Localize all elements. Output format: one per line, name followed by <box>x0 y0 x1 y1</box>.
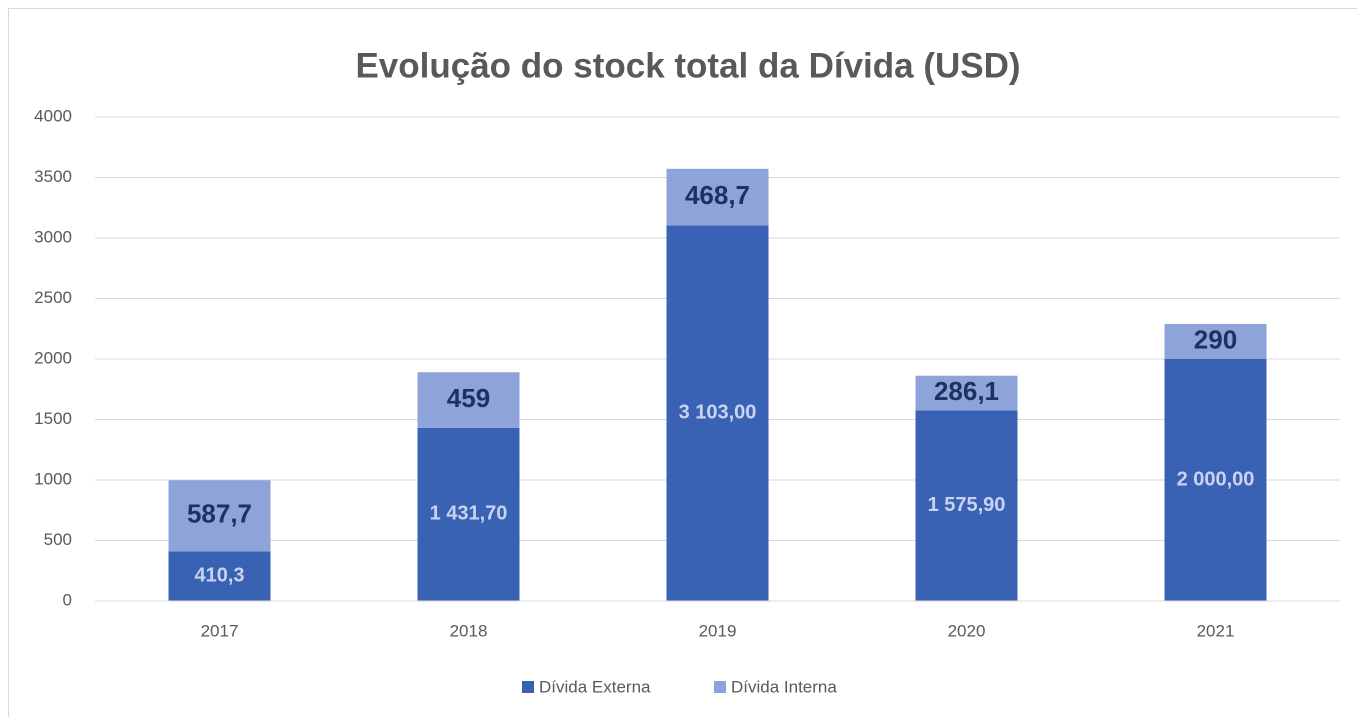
y-tick-label: 2500 <box>34 288 72 307</box>
data-label: 290 <box>1194 324 1237 354</box>
data-label: 459 <box>447 383 490 413</box>
chart-title: Evolução do stock total da Dívida (USD) <box>355 46 1020 85</box>
y-tick-label: 0 <box>63 590 72 609</box>
y-tick-label: 1500 <box>34 409 72 428</box>
bar-segment <box>417 372 520 428</box>
bar-segment <box>168 480 271 552</box>
data-label: 1 575,90 <box>928 494 1006 516</box>
y-tick-label: 3000 <box>34 227 72 246</box>
y-tick-label: 3500 <box>34 167 72 186</box>
y-tick-label: 4000 <box>34 106 72 125</box>
legend-label: Dívida Externa <box>539 677 651 696</box>
data-label: 410,3 <box>194 564 244 586</box>
bar-segment <box>915 410 1018 601</box>
bar-segment <box>666 225 769 602</box>
x-tick-label: 2019 <box>699 621 737 640</box>
bar-segment <box>915 375 1018 411</box>
bar-segment <box>168 551 271 601</box>
legend-swatch <box>714 681 726 693</box>
legend-swatch <box>522 681 534 693</box>
x-tick-label: 2018 <box>450 621 488 640</box>
y-tick-label: 2000 <box>34 348 72 367</box>
data-label: 1 431,70 <box>430 503 508 525</box>
bar-segment <box>1164 323 1267 359</box>
chart-frame <box>8 8 1357 717</box>
legend-label: Dívida Interna <box>731 677 837 696</box>
bar-segment <box>666 168 769 226</box>
x-tick-label: 2021 <box>1197 621 1235 640</box>
data-label: 587,7 <box>187 499 252 529</box>
x-tick-label: 2020 <box>948 621 986 640</box>
data-label: 286,1 <box>934 376 999 406</box>
bar-segment <box>417 427 520 601</box>
data-label: 2 000,00 <box>1177 468 1255 490</box>
bar-segment <box>1164 359 1267 601</box>
y-tick-label: 1000 <box>34 469 72 488</box>
data-label: 3 103,00 <box>679 402 757 424</box>
x-tick-label: 2017 <box>201 621 239 640</box>
data-label: 468,7 <box>685 180 750 210</box>
y-tick-label: 500 <box>44 530 72 549</box>
